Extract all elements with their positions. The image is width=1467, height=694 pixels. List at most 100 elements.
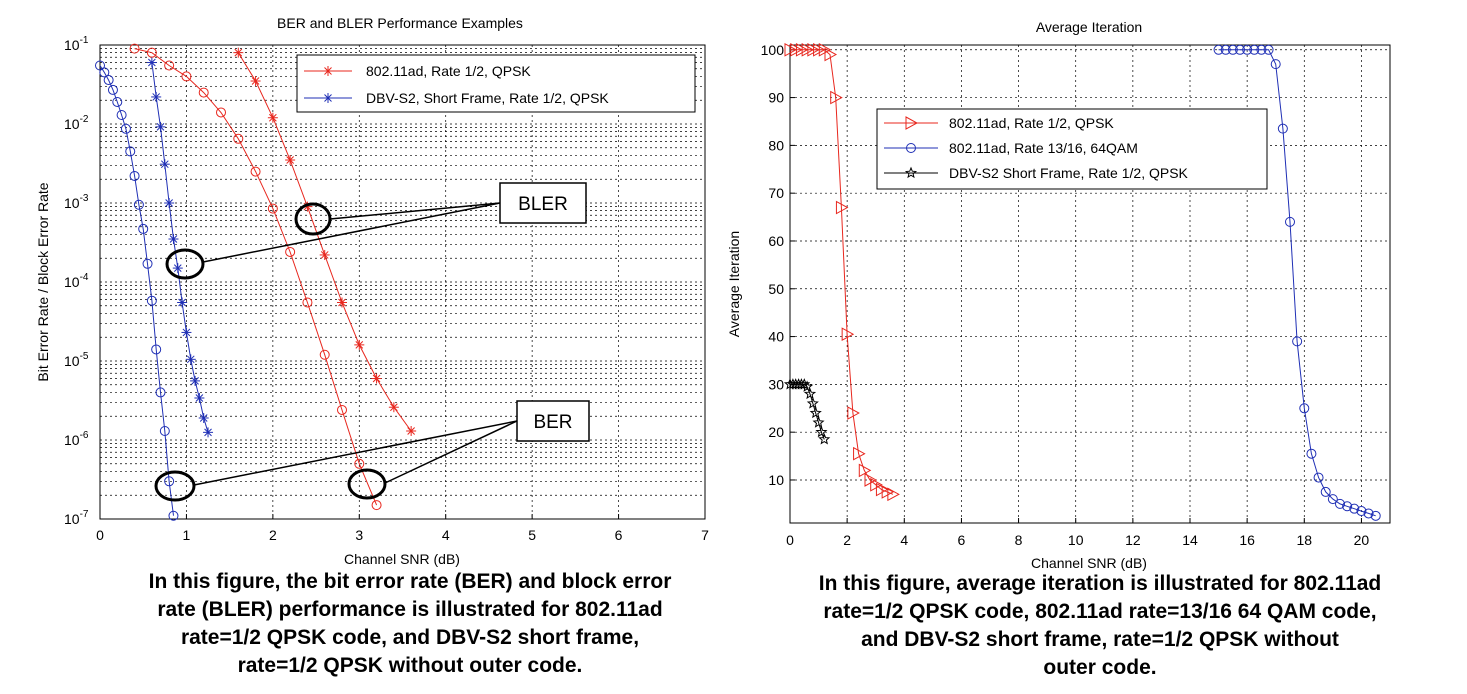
x-tick-label: 6 [615,527,623,543]
data-point [354,458,365,469]
data-point [116,109,127,120]
data-point [177,297,188,308]
data-point [1220,44,1231,55]
y-tick-label: 80 [768,137,784,153]
right-chart-title: Average Iteration [1036,19,1142,35]
y-tick-label: 70 [768,185,784,201]
left-series-group [95,43,417,521]
x-tick-label: 5 [528,527,536,543]
data-point [824,47,838,62]
x-tick-label: 12 [1125,532,1141,548]
y-tick-label: 10-7 [64,509,89,527]
data-point [847,406,860,420]
data-point [1363,508,1374,519]
left-chart-title: BER and BLER Performance Examples [277,15,523,31]
legend-marker [906,143,916,153]
data-point [285,155,296,166]
data-point [801,380,814,392]
ber-pointer-line [384,420,518,484]
ber-bler-chart: BER and BLER Performance Examples 0 1 2 3 4 5… [35,15,709,567]
left-legend: 802.11ad, Rate 1/2, QPSK DBV-S2, Short F… [296,54,696,113]
y-tick-label: 90 [768,90,784,106]
ber-annotation: BER [154,400,590,502]
caption-line: rate=1/2 QPSK code, and DBV-S2 short fra… [180,626,640,649]
data-point [99,67,110,78]
data-point [129,170,140,181]
data-point [887,487,900,502]
data-point [172,263,183,274]
x-tick-label: 4 [900,532,908,548]
legend-marker [905,116,919,130]
y-tick-label: 10-1 [64,35,89,53]
ber-label-box [516,400,590,442]
data-point [354,339,365,350]
x-tick-label: 8 [1015,532,1023,548]
x-tick-label: 16 [1239,532,1255,548]
left-legend-label-blue: DBV-S2, Short Frame, Rate 1/2, QPSK [366,90,609,106]
data-point [133,199,144,210]
data-point [302,297,313,308]
x-tick-label: 20 [1354,532,1370,548]
data-point [806,397,819,409]
data-point [841,327,855,342]
y-tick-label: 30 [768,376,784,392]
data-point [146,295,157,306]
x-tick-label: 0 [96,527,104,543]
legend-marker [323,93,333,103]
data-point [1356,506,1367,517]
data-point [164,198,175,208]
data-point [112,96,123,107]
data-point [1242,44,1253,55]
right-legend-label-blue: 802.11ad, Rate 13/16, 64QAM [949,140,1138,156]
data-point [1263,44,1274,55]
left-y-tick-labels: 10-1 10-2 10-3 10-4 10-5 10-6 10-7 [64,35,89,527]
y-tick-label: 10-6 [64,430,89,448]
data-point [388,402,399,413]
data-point [1270,59,1281,70]
data-point [155,121,166,132]
caption-line: and DBV-S2 short frame, rate=1/2 QPSK wi… [861,628,1339,651]
left-legend-box [296,54,696,113]
x-tick-label: 10 [1068,532,1084,548]
data-point [159,159,170,170]
ber-circle-red [347,468,387,500]
data-point [1249,44,1260,55]
right-legend: 802.11ad, Rate 1/2, QPSK 802.11ad, Rate … [876,108,1268,190]
data-point [371,373,382,384]
right-legend-box [876,108,1268,190]
average-iteration-chart: Average Iteration 0 2 4 6 8 10 12 14 16 18 20 10 20… [726,19,1391,571]
data-point [198,87,209,98]
data-point [1349,503,1360,514]
left-x-tick-labels: 0 1 2 3 4 5 6 7 [96,514,709,543]
left-caption: In this figure, the bit error rate (BER)… [100,568,720,680]
left-grid [100,45,705,519]
data-point [168,234,179,245]
data-point [1213,44,1224,55]
data-point [216,107,226,118]
data-point [151,344,162,355]
x-tick-label: 18 [1296,532,1312,548]
data-point [155,387,166,398]
data-point [103,75,114,86]
y-tick-label: 20 [768,424,784,440]
data-point [1285,216,1295,227]
right-legend-marker-red [905,116,919,130]
left-legend-marker-red [323,66,333,76]
left-y-axis-label: Bit Error Rate / Block Error Rate [35,182,51,381]
data-point [1235,44,1245,55]
data-point [190,375,201,386]
data-point [181,71,192,82]
data-point [164,476,175,487]
y-tick-label: 10-3 [64,193,89,211]
right-series-group [783,42,1381,521]
data-point [138,223,149,234]
data-point [198,412,209,423]
y-tick-label: 10 [768,472,784,488]
data-point [1327,494,1338,505]
y-tick-label: 10-5 [64,351,89,369]
left-legend-label-red: 802.11ad, Rate 1/2, QPSK [366,63,531,79]
left-x-axis-label: Channel SNR (dB) [344,551,460,567]
data-point [812,416,825,428]
y-tick-label: 10-2 [64,114,89,132]
caption-line: In this figure, average iteration is ill… [818,572,1382,595]
